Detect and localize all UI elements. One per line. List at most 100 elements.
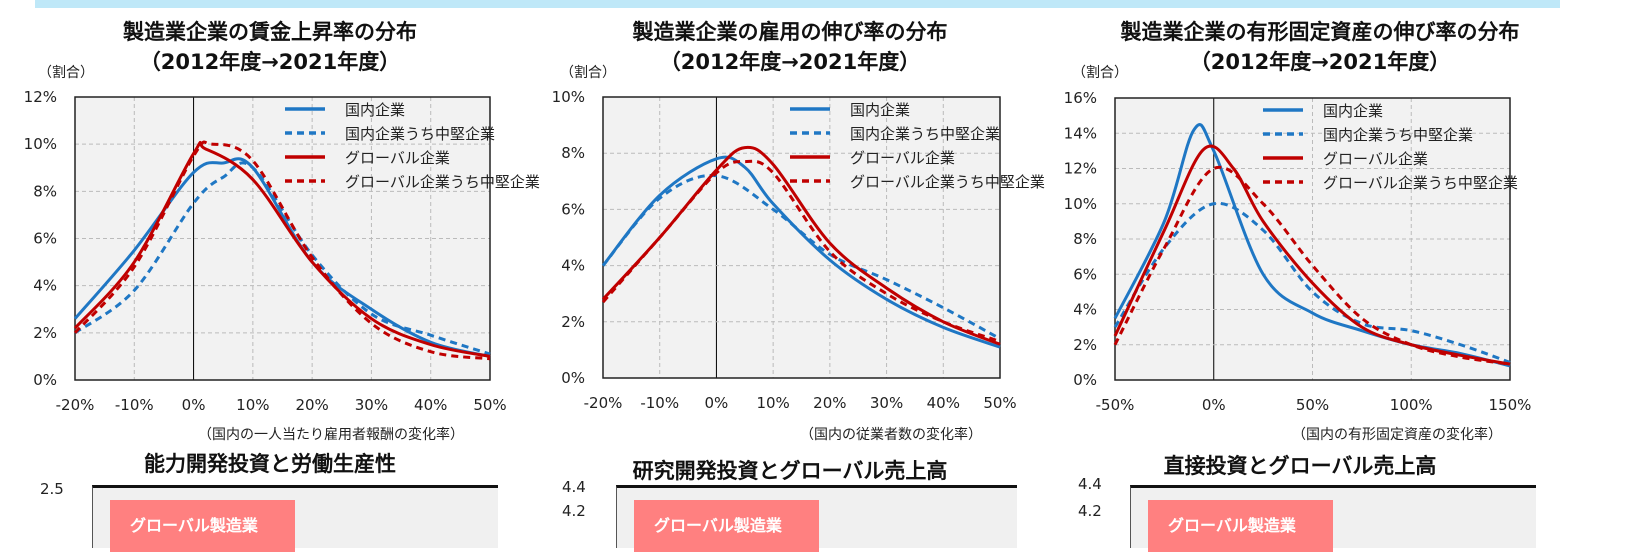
x-tick-label: 40% (414, 396, 447, 414)
x-tick-label: 20% (295, 396, 328, 414)
y-tick: 4.4 (1078, 475, 1102, 493)
y-tick-label: 8% (33, 182, 57, 200)
y-tick-label: 0% (1073, 371, 1097, 389)
y-tick: 4.2 (562, 502, 586, 520)
x-tick-label: 50% (1296, 396, 1329, 414)
series-line (601, 173, 1001, 340)
x-tick-label: 30% (355, 396, 388, 414)
employment-chart-panel: 製造業企業の雇用の伸び率の分布 （2012年度→2021年度） （割合） （国内… (520, 0, 1060, 534)
x-tick-label: -10% (115, 396, 154, 414)
y-tick: 2.5 (40, 480, 64, 498)
legend-label: 国内企業うち中堅企業 (1323, 126, 1473, 144)
y-tick-label: 12% (24, 88, 57, 106)
series-line (73, 141, 491, 358)
x-tick-label: -50% (1096, 396, 1135, 414)
group-badge: グローバル製造業 (1148, 500, 1333, 552)
chart-svg: -20% -10% 0% 10% 20% 30% 40% 50% 0% 2% 4% 6% 8% 10% 12… (24, 88, 540, 414)
y-tick-label: 14% (1064, 124, 1097, 142)
y-tick-label: 0% (33, 371, 57, 389)
plot-border (1114, 97, 1511, 381)
x-label: （国内の有形固定資産の変化率） (1292, 427, 1502, 443)
rnd-scatter-panel: 研究開発投資とグローバル売上高 4.4 4.2 グローバル製造業 (520, 0, 1060, 552)
series-line (74, 161, 491, 356)
series-line (1113, 201, 1511, 364)
chart-subtitle: （2012年度→2021年度） (139, 50, 401, 74)
legend-label: 国内企業 (850, 101, 910, 119)
y-unit: （割合） (1072, 65, 1128, 81)
chart-title: 製造業企業の有形固定資産の伸び率の分布 (1120, 20, 1520, 44)
chart-svg: -50% 0% 50% 100% 150% 0% 2% 4% 6% 8% 10% 12% 14% 16% 国… (1064, 89, 1532, 414)
x-tick-label: -20% (584, 394, 623, 412)
plot-area (603, 97, 1000, 378)
chart-title: 製造業企業の雇用の伸び率の分布 (632, 20, 948, 44)
x-tick-label: -10% (640, 394, 679, 412)
series-line (1113, 165, 1511, 366)
x-tick-label: 50% (473, 396, 506, 414)
y-tick-label: 2% (561, 313, 585, 331)
series-line (601, 155, 1001, 349)
y-tick-label: 12% (1064, 160, 1097, 178)
y-tick-label: 2% (33, 324, 57, 342)
training-scatter-panel: 能力開発投資と労働生産性 2.5 グローバル製造業 (0, 0, 540, 552)
series-line (73, 140, 491, 361)
scatter-title: 研究開発投資とグローバル売上高 (632, 459, 948, 483)
y-tick-label: 4% (561, 257, 585, 275)
chart-subtitle: （2012年度→2021年度） (1189, 50, 1451, 74)
x-tick-label: 100% (1390, 396, 1433, 414)
legend-label: グローバル企業 (850, 149, 955, 167)
legend-label: グローバル企業 (345, 149, 450, 167)
x-label: （国内の従業者数の変化率） (800, 427, 982, 443)
series-line (601, 159, 1001, 343)
scatter-title: 能力開発投資と労働生産性 (144, 452, 396, 476)
y-tick-label: 4% (1073, 301, 1097, 319)
x-label: （国内の一人当たり雇用者報酬の変化率） (198, 427, 464, 443)
y-tick-label: 10% (1064, 195, 1097, 213)
chart-svg: -20% -10% 0% 10% 20% 30% 40% 50% 0% 2% 4% 6% 8% 10% 国内… (552, 88, 1045, 412)
y-tick-label: 8% (1073, 230, 1097, 248)
y-unit: （割合） (38, 65, 94, 81)
x-tick-label: 0% (1202, 396, 1226, 414)
chart-subtitle: （2012年度→2021年度） (659, 50, 921, 74)
legend-label: 国内企業うち中堅企業 (850, 125, 1000, 143)
legend-label: 国内企業 (345, 101, 405, 119)
x-tick-label: 50% (983, 394, 1016, 412)
top-banner (35, 0, 1560, 8)
y-tick-label: 6% (33, 230, 57, 248)
y-tick-label: 2% (1073, 336, 1097, 354)
plot-border (74, 96, 491, 381)
x-tick-label: 10% (236, 396, 269, 414)
y-tick-label: 4% (33, 277, 57, 295)
x-tick-label: 10% (756, 394, 789, 412)
y-tick-label: 8% (561, 144, 585, 162)
plot-border (602, 96, 1001, 379)
y-tick-label: 16% (1064, 89, 1097, 107)
legend-label: グローバル企業うち中堅企業 (850, 173, 1045, 191)
legend-label: 国内企業 (1323, 102, 1383, 120)
y-tick: 4.2 (1078, 502, 1102, 520)
y-tick-label: 10% (24, 135, 57, 153)
fixed-asset-chart-panel: 製造業企業の有形固定資産の伸び率の分布 （2012年度→2021年度） （割合）… (1030, 0, 1610, 534)
y-unit: （割合） (560, 65, 616, 81)
x-tick-label: 20% (813, 394, 846, 412)
x-tick-label: 0% (705, 394, 729, 412)
group-badge: グローバル製造業 (110, 500, 295, 552)
group-badge: グローバル製造業 (634, 500, 819, 552)
x-tick-label: 40% (927, 394, 960, 412)
wage-chart-panel: 製造業企業の賃金上昇率の分布 （2012年度→2021年度） （割合） （国内の… (0, 0, 540, 534)
y-tick-label: 0% (561, 369, 585, 387)
chart-title: 製造業企業の賃金上昇率の分布 (123, 20, 417, 44)
legend-label: 国内企業うち中堅企業 (345, 125, 495, 143)
legend-label: グローバル企業うち中堅企業 (345, 173, 540, 191)
x-tick-label: 150% (1489, 396, 1532, 414)
legend-label: グローバル企業 (1323, 150, 1428, 168)
x-tick-label: 30% (870, 394, 903, 412)
y-tick-label: 10% (552, 88, 585, 106)
fdi-scatter-panel: 直接投資とグローバル売上高 4.4 4.2 グローバル製造業 (1030, 0, 1570, 552)
legend-label: グローバル企業うち中堅企業 (1323, 174, 1518, 192)
scatter-title: 直接投資とグローバル売上高 (1163, 454, 1437, 478)
y-tick-label: 6% (1073, 265, 1097, 283)
y-tick: 4.4 (562, 478, 586, 496)
y-tick-label: 6% (561, 200, 585, 218)
x-tick-label: 0% (182, 396, 206, 414)
x-tick-label: -20% (56, 396, 95, 414)
